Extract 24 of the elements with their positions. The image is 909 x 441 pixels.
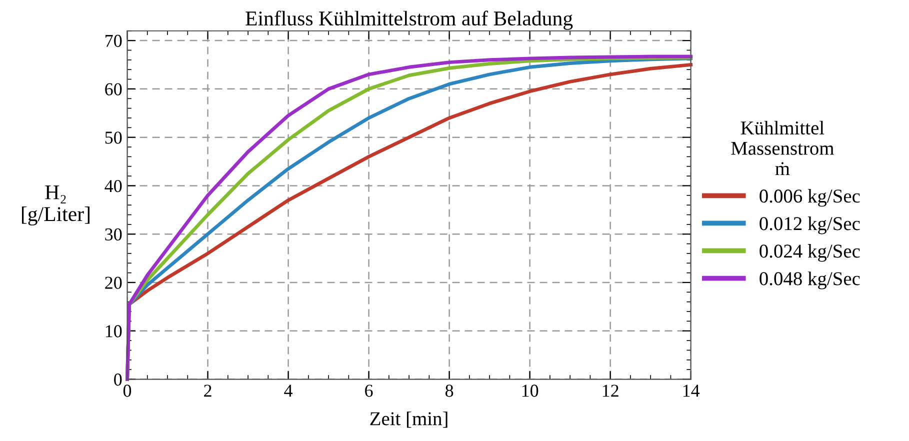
y-tick-label: 60 [105, 83, 122, 96]
x-tick-label: 2 [204, 384, 212, 397]
y-tick-label: 30 [105, 228, 122, 241]
legend-label: 0.006 kg/Sec [760, 188, 860, 207]
x-axis-title: Zeit [min] [370, 412, 448, 428]
y-tick-label: 0 [114, 374, 122, 386]
chart-title: Einfluss Kühlmittelstrom auf Beladung [246, 10, 573, 30]
legend-title: Kühlmittel Massenstrom ṁ [731, 120, 834, 176]
legend-label: 0.048 kg/Sec [760, 272, 860, 290]
legend-label: 0.012 kg/Sec [760, 216, 860, 234]
y-axis-title: H₂ [g/Liter] [22, 186, 90, 226]
x-tick-label: 0 [123, 384, 132, 397]
x-tick-label: 6 [365, 384, 373, 397]
y-tick-label: 20 [105, 276, 122, 289]
x-tick-label: 14 [683, 384, 700, 397]
y-tick-label: 10 [106, 325, 122, 338]
y-tick-label: 40 [104, 180, 122, 192]
x-tick-label: 12 [602, 384, 618, 397]
x-tick-label: 4 [284, 384, 293, 397]
x-tick-label: 8 [445, 384, 454, 397]
y-tick-label: 50 [105, 132, 122, 144]
y-tick-label: 70 [106, 34, 122, 47]
legend-label: 0.024 kg/Sec [760, 244, 860, 262]
x-tick-label: 10 [522, 384, 538, 397]
